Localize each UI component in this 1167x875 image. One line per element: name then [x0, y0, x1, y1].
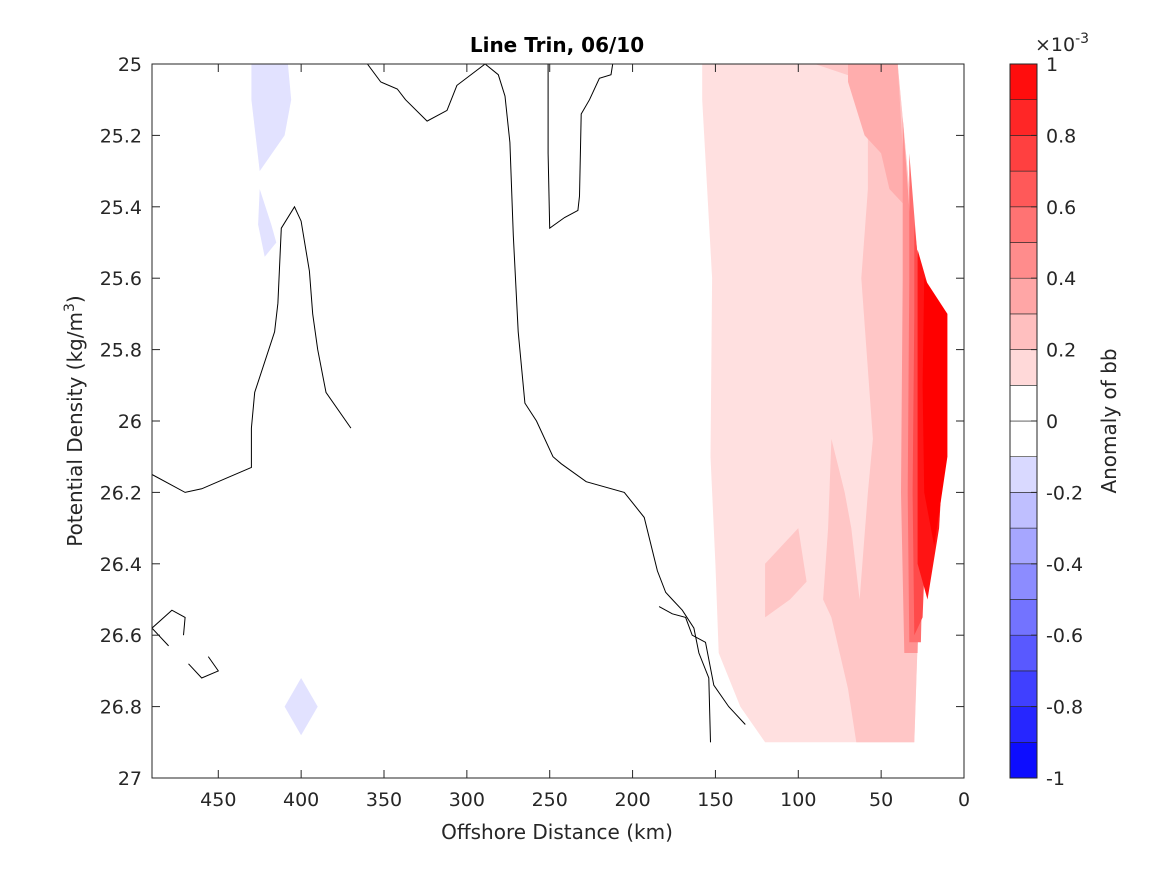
filled-region-9 — [251, 64, 292, 172]
filled-region-11 — [284, 678, 318, 736]
filled-contour-layer — [251, 64, 948, 743]
colorbar-segment — [1009, 706, 1038, 743]
zero-contour-line-4 — [152, 609, 186, 647]
y-tick-label: 26.6 — [100, 625, 142, 647]
colorbar-tick-label: 0.4 — [1046, 268, 1076, 290]
colorbar — [1009, 63, 1038, 779]
colorbar-segment — [1009, 349, 1038, 386]
colorbar-segment — [1009, 527, 1038, 565]
colorbar-segment — [1009, 242, 1038, 279]
colorbar-tick-label: 0 — [1046, 411, 1058, 433]
colorbar-segment — [1009, 492, 1038, 529]
x-tick-label: 400 — [283, 789, 319, 811]
y-tick-label: 26.8 — [100, 697, 142, 719]
x-axis-ticks: 450 400 350 300 250 200 150 100 50 0 — [200, 64, 970, 811]
zero-contour-layer — [152, 64, 746, 743]
zero-contour-line-1 — [366, 64, 711, 743]
colorbar-segment — [1009, 599, 1038, 636]
filled-region-8 — [922, 278, 948, 546]
filled-region-3 — [848, 64, 906, 207]
y-axis-label: Potential Density (kg/m3) — [62, 295, 87, 546]
filled-region-1 — [814, 64, 923, 743]
x-tick-label: 150 — [697, 789, 733, 811]
y-tick-label: 25 — [118, 54, 142, 76]
colorbar-tick-label: 0.8 — [1046, 125, 1076, 147]
colorbar-segment — [1009, 313, 1038, 350]
y-tick-label: 26.4 — [100, 554, 142, 576]
colorbar-segment — [1009, 634, 1038, 672]
x-axis-label: Offshore Distance (km) — [441, 820, 673, 844]
zero-contour-line-5 — [188, 656, 220, 679]
y-tick-label: 25.4 — [100, 197, 142, 219]
colorbar-segment — [1009, 277, 1038, 315]
y-tick-label: 27 — [118, 768, 142, 790]
x-tick-label: 450 — [200, 789, 236, 811]
x-tick-label: 100 — [780, 789, 816, 811]
colorbar-tick-label: -0.6 — [1046, 625, 1083, 647]
colorbar-tick-label: 1 — [1046, 54, 1058, 76]
zero-contour-line-3 — [547, 64, 614, 230]
y-tick-label: 26 — [118, 411, 142, 433]
x-tick-label: 250 — [532, 789, 568, 811]
colorbar-segment — [1009, 63, 1038, 101]
colorbar-segment — [1009, 741, 1038, 779]
y-tick-label: 26.2 — [100, 482, 142, 504]
colorbar-segment — [1009, 456, 1038, 493]
colorbar-segment — [1009, 135, 1038, 172]
colorbar-segment — [1009, 170, 1038, 208]
x-tick-label: 0 — [958, 789, 970, 811]
colorbar-tick-label: -0.4 — [1046, 554, 1083, 576]
x-tick-label: 200 — [614, 789, 650, 811]
zero-contour-line-2 — [658, 606, 746, 725]
colorbar-exponent: ×10-3 — [1035, 31, 1089, 56]
filled-region-2 — [765, 528, 807, 618]
filled-region-10 — [258, 189, 277, 257]
colorbar-tick-label: 0.6 — [1046, 197, 1076, 219]
colorbar-segment — [1009, 206, 1038, 243]
colorbar-segment — [1009, 420, 1038, 458]
colorbar-segment — [1009, 670, 1038, 707]
x-tick-label: 300 — [449, 789, 485, 811]
x-tick-label: 350 — [366, 789, 402, 811]
y-tick-label: 25.2 — [100, 125, 142, 147]
y-tick-label: 25.8 — [100, 340, 142, 362]
y-tick-label: 25.6 — [100, 268, 142, 290]
colorbar-label: Anomaly of bb — [1097, 348, 1121, 493]
colorbar-segment — [1009, 99, 1038, 136]
colorbar-tick-label: -0.2 — [1046, 482, 1083, 504]
chart-title: Line Trin, 06/10 — [470, 33, 644, 57]
zero-contour-line-0 — [152, 205, 352, 493]
y-axis-label-superscript: 3 — [62, 303, 78, 312]
colorbar-segment — [1009, 563, 1038, 600]
colorbar-tick-label: -1 — [1046, 768, 1065, 790]
colorbar-ticks: 1 0.8 0.6 0.4 0.2 0 -0.2 -0.4 -0.6 -0.8 -1 — [1031, 54, 1083, 790]
colorbar-segment — [1009, 384, 1038, 422]
y-axis-ticks: 25 25.2 25.4 25.6 25.8 26 26.2 26.4 26.6 26.8 27 — [100, 54, 964, 790]
colorbar-tick-label: -0.8 — [1046, 697, 1083, 719]
colorbar-tick-label: 0.2 — [1046, 340, 1076, 362]
x-tick-label: 50 — [869, 789, 893, 811]
